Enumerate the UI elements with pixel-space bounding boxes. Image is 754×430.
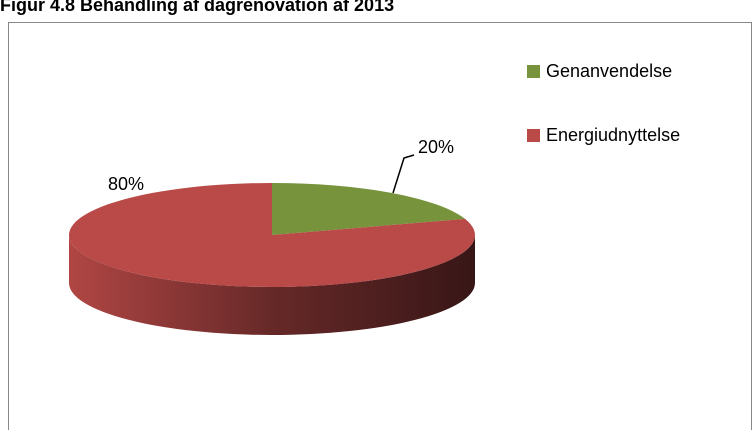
pie-slice bbox=[272, 183, 466, 235]
pie-slice bbox=[68, 183, 475, 287]
legend-swatch bbox=[527, 65, 540, 78]
legend-label: Genanvendelse bbox=[546, 61, 672, 81]
data-label: 20% bbox=[418, 137, 454, 157]
chart-title: Figur 4.8 Behandling af dagrenovation af… bbox=[0, 0, 394, 15]
data-label: 80% bbox=[108, 174, 144, 194]
pie-side bbox=[69, 235, 475, 335]
legend-label: Energiudnyttelse bbox=[546, 125, 680, 145]
legend-swatch bbox=[527, 129, 540, 142]
leader-line bbox=[392, 154, 415, 194]
